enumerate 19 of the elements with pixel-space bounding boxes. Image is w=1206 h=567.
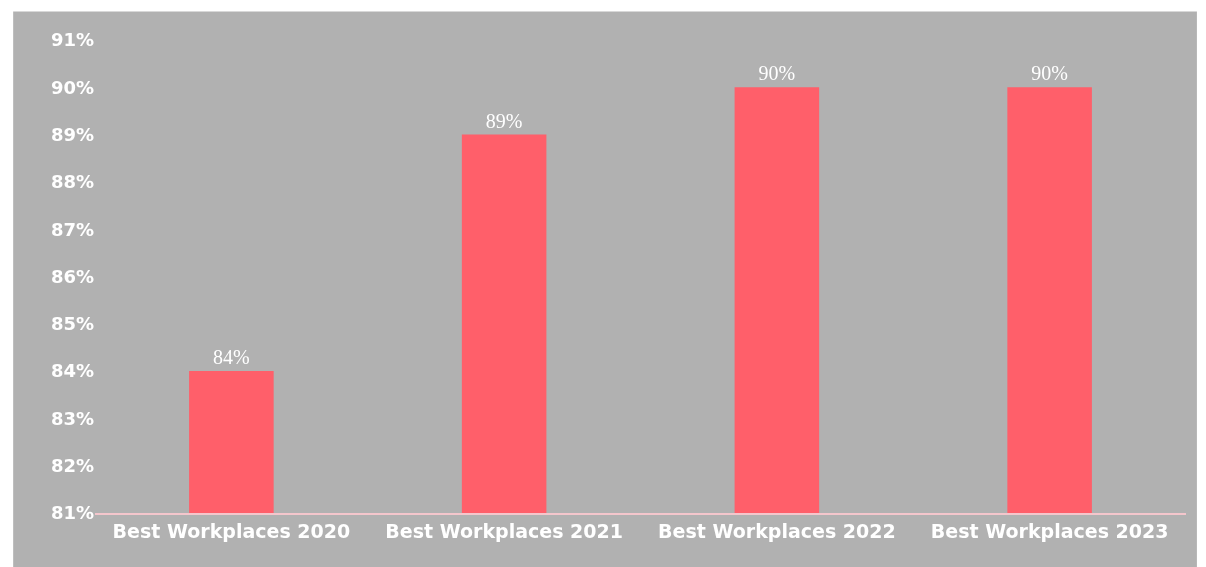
data-label: 84%	[213, 346, 250, 369]
y-tick-label: 91%	[50, 29, 94, 51]
y-tick-label: 90%	[50, 76, 94, 98]
y-tick-label: 87%	[50, 218, 94, 240]
data-label: 90%	[1031, 62, 1068, 85]
y-tick-label: 82%	[50, 455, 94, 476]
x-tick-label: Best Workplaces 2022	[658, 519, 896, 542]
x-tick-label: Best Workplaces 2021	[385, 519, 623, 542]
y-tick-label: 81%	[50, 502, 94, 524]
y-tick-label: 88%	[50, 171, 94, 193]
data-label: 89%	[485, 109, 523, 132]
x-tick-label: Best Workplaces 2020	[112, 519, 351, 542]
y-tick-label: 86%	[50, 265, 94, 287]
y-tick-label: 85%	[50, 313, 94, 335]
x-tick-label: Best Workplaces 2023	[930, 519, 1169, 542]
y-tick-label: 89%	[50, 123, 94, 145]
y-tick-label: 84%	[50, 360, 94, 382]
data-label: 90%	[758, 62, 796, 85]
y-tick-label: 83%	[50, 407, 94, 429]
